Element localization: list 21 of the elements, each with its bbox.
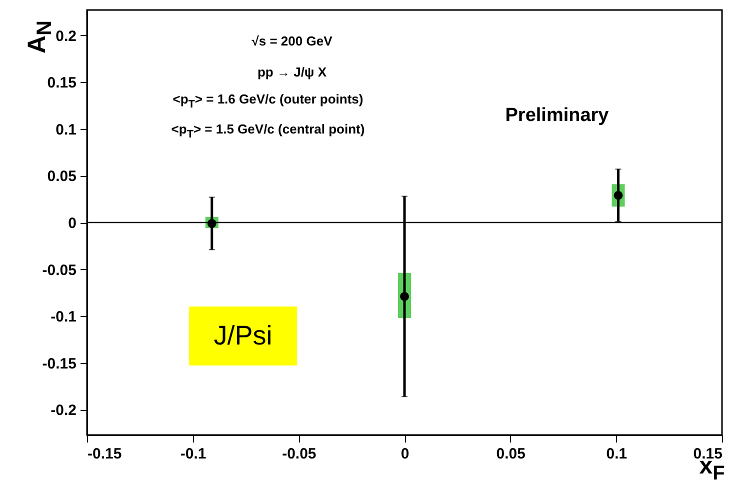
y-tick-label: 0.15	[47, 74, 76, 92]
annotation: pp → J/ψ X	[257, 64, 327, 80]
x-tick-label: -0.05	[282, 446, 316, 462]
y-tick-label: 0.1	[56, 121, 76, 138]
x-tick-label: 0	[400, 446, 410, 462]
annotation: J/Psi	[189, 306, 297, 366]
y-tick-label: 0	[68, 215, 76, 232]
x-tick-label: -0.15	[88, 446, 122, 462]
x-tick-label: 0.1	[606, 446, 628, 462]
x-tick-label: 0.05	[496, 446, 526, 462]
x-tick-label: -0.1	[180, 446, 206, 462]
annotation: Preliminary	[505, 105, 609, 127]
y-tick-label: 0.05	[47, 168, 76, 186]
y-tick-label: -0.15	[42, 355, 76, 372]
y-tick-label: -0.2	[50, 402, 76, 420]
y-tick-label: -0.1	[50, 308, 76, 326]
annotation: <p$_{T}$> = 1.6 GeV/c (outer points)	[172, 92, 364, 110]
annotation: √s = 200 GeV	[252, 34, 332, 48]
annotation: <p$_{T}$> = 1.5 GeV/c (central point)	[171, 122, 365, 140]
y-tick-label: -0.05	[42, 262, 76, 279]
y-tick-label: 0.2	[56, 28, 76, 45]
